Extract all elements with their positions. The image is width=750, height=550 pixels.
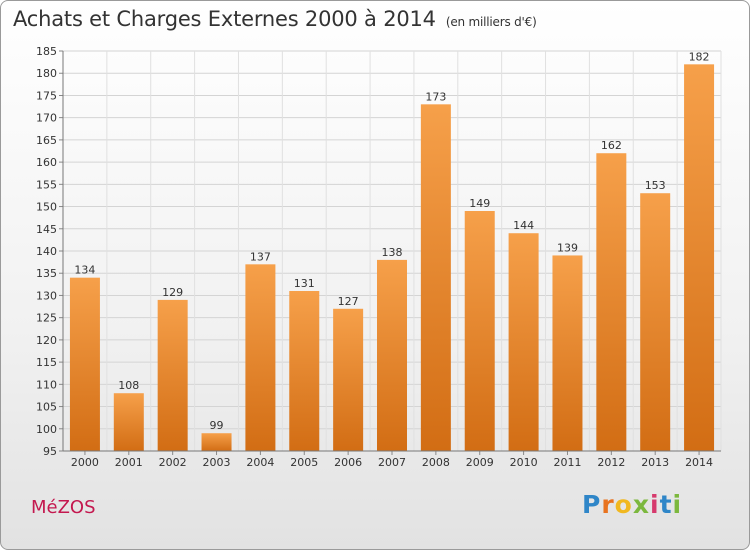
value-label: 153 [645, 179, 666, 192]
value-label: 139 [557, 241, 578, 254]
value-label: 108 [118, 379, 139, 392]
axes: 95 100 105 110 115 120 125 130 135 140 145 150 155 16… [36, 45, 721, 469]
value-label: 99 [210, 419, 224, 432]
y-tick-label: 130 [36, 289, 57, 302]
logo-letter: i [650, 490, 660, 519]
commune-name: MéZOS [31, 497, 96, 518]
y-tick-label: 160 [36, 156, 57, 169]
y-tick-label: 150 [36, 201, 57, 214]
chart-title-text: Achats et Charges Externes 2000 à 2014 [13, 7, 436, 31]
value-label: 137 [250, 250, 271, 263]
x-tick-label: 2003 [203, 456, 231, 469]
y-tick-label: 175 [36, 89, 57, 102]
y-tick-label: 135 [36, 267, 57, 280]
value-label: 149 [469, 197, 490, 210]
bar-2008 [420, 104, 451, 451]
y-tick-label: 125 [36, 312, 57, 325]
bar-2001 [113, 393, 144, 451]
x-tick-label: 2007 [378, 456, 406, 469]
x-tick-label: 2014 [685, 456, 713, 469]
y-tick-label: 105 [36, 401, 57, 414]
y-tick-label: 170 [36, 112, 57, 125]
logo-letter: i [672, 490, 683, 519]
x-tick-label: 2011 [553, 456, 581, 469]
y-tick-label: 165 [36, 134, 57, 147]
x-tick-label: 2012 [597, 456, 625, 469]
y-tick-label: 185 [36, 45, 57, 58]
x-tick-label: 2006 [334, 456, 362, 469]
y-tick-label: 100 [36, 423, 57, 436]
x-tick-label: 2010 [510, 456, 538, 469]
x-tick-label: 2004 [246, 456, 274, 469]
y-tick-label: 155 [36, 178, 57, 191]
x-tick-label: 2000 [71, 456, 99, 469]
y-tick-label: 180 [36, 67, 57, 80]
x-tick-label: 2009 [466, 456, 494, 469]
value-label: 127 [338, 295, 359, 308]
x-tick-label: 2013 [641, 456, 669, 469]
bar-2009 [464, 211, 495, 451]
bars: 134 108 129 99 137 131 127 138 173 149 144 139 162 15… [69, 50, 715, 452]
y-tick-label: 110 [36, 378, 57, 391]
x-tick-label: 2001 [115, 456, 143, 469]
bar-2006 [333, 308, 364, 451]
bar-2012 [596, 153, 627, 451]
bar-2000 [69, 277, 100, 451]
logo-letter: x [632, 490, 650, 519]
bar-2004 [245, 264, 276, 451]
bar-2014 [684, 64, 715, 452]
proxiti-logo: Proxiti [582, 490, 682, 519]
value-label: 173 [425, 90, 446, 103]
bar-2007 [377, 259, 407, 451]
logo-letter: P [582, 490, 602, 519]
y-tick-label: 95 [43, 445, 57, 458]
bar-2011 [552, 255, 583, 451]
value-label: 129 [162, 286, 183, 299]
y-tick-label: 115 [36, 356, 57, 369]
value-label: 134 [74, 264, 95, 277]
x-tick-label: 2005 [290, 456, 318, 469]
logo-letter: t [659, 490, 673, 519]
x-tick-label: 2008 [422, 456, 450, 469]
bar-2003 [201, 433, 232, 451]
logo-letter: r [601, 490, 615, 519]
value-label: 131 [294, 277, 315, 290]
x-tick-label: 2002 [159, 456, 187, 469]
bar-2010 [508, 233, 539, 451]
value-label: 144 [513, 219, 534, 232]
value-label: 182 [689, 50, 710, 63]
y-tick-label: 145 [36, 223, 57, 236]
y-tick-label: 140 [36, 245, 57, 258]
bar-2013 [640, 193, 671, 451]
bar-2002 [157, 299, 188, 451]
y-tick-label: 120 [36, 334, 57, 347]
value-label: 162 [601, 139, 622, 152]
logo-letter: o [614, 490, 633, 519]
chart-title: Achats et Charges Externes 2000 à 2014 (e… [13, 7, 537, 31]
bar-2005 [289, 291, 320, 451]
chart-unit: (en milliers d'€) [445, 15, 537, 29]
value-label: 138 [382, 246, 403, 259]
